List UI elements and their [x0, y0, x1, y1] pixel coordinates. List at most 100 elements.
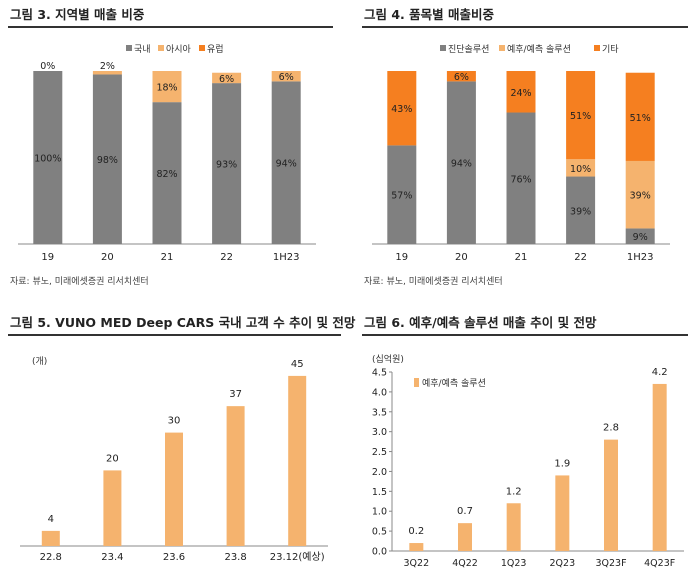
- data-label-0-4: 9%: [633, 232, 648, 243]
- legend-swatch-1: [158, 45, 164, 51]
- data-label-0: 4: [48, 514, 54, 525]
- bar-3: [555, 475, 570, 551]
- x-tick-5: 4Q23F: [644, 558, 675, 569]
- fig3-source: 자료: 뷰노, 미래에셋증권 리서치센터: [10, 277, 149, 287]
- legend-swatch-2: [199, 45, 205, 51]
- fig4-panel: 그림 4. 품목별 매출비중 진단솔루션 예후/예측 솔루션 기타 57% 43% 19 9…: [362, 4, 688, 294]
- bar-0-3: [212, 83, 242, 244]
- y-tick-1: 0.5: [372, 527, 387, 538]
- data-label-3: 37: [229, 389, 242, 400]
- x-tick-1: 4Q22: [452, 558, 478, 569]
- legend-label-0: 국내: [134, 44, 151, 55]
- x-tick-3: 22: [220, 252, 233, 263]
- bar-0-4: [625, 228, 655, 244]
- data-label-1: 0.7: [457, 506, 473, 517]
- data-label-4: 2.8: [603, 423, 619, 434]
- bar-1-4: [271, 71, 301, 82]
- x-tick-0: 22.8: [40, 552, 62, 563]
- fig6-chart: (십억원) 0.0 0.5 1.0 1.5 2.0 2.5 3.0 3.5 4.0 4.5 예후/예측…: [372, 353, 684, 569]
- data-label-2: 1.2: [506, 486, 522, 497]
- fig4-chart: 진단솔루션 예후/예측 솔루션 기타 57% 43% 19 94% 6% 20 76% 24% 21 3…: [372, 44, 670, 263]
- bar-0-0: [33, 71, 63, 244]
- bar-3: [226, 406, 245, 546]
- x-tick-4: 1H23: [627, 252, 654, 263]
- bar-1-3: [566, 159, 596, 177]
- bar-2: [506, 503, 521, 551]
- fig3-title: 그림 3. 지역별 매출 비중: [8, 4, 333, 28]
- y-tick-3: 1.5: [372, 487, 387, 498]
- bar-5: [652, 383, 667, 551]
- bar-0-2: [152, 102, 182, 244]
- y-tick-5: 2.5: [372, 447, 387, 458]
- bar-0-1: [92, 74, 122, 245]
- y-tick-4: 2.0: [372, 467, 387, 478]
- legend-swatch-1: [499, 45, 505, 51]
- data-label-2-3: 51%: [570, 111, 591, 122]
- data-label-0: 0.2: [408, 526, 424, 537]
- x-tick-1: 20: [101, 252, 114, 263]
- data-label-1-4: 6%: [279, 72, 294, 83]
- data-label-0-2: 82%: [156, 169, 177, 180]
- x-tick-0: 3Q22: [404, 558, 430, 569]
- x-tick-2: 1Q23: [501, 558, 527, 569]
- fig4-title: 그림 4. 품목별 매출비중: [362, 4, 688, 28]
- bar-1: [458, 523, 472, 551]
- x-tick-3: 2Q23: [550, 558, 576, 569]
- bar-0: [41, 530, 60, 546]
- data-label-2-1: 6%: [454, 72, 469, 83]
- bar-0-1: [446, 81, 476, 244]
- data-label-2: 30: [168, 416, 181, 427]
- x-tick-2: 21: [515, 252, 528, 263]
- fig6-title: 그림 6. 예후/예측 솔루션 매출 추이 및 전망: [362, 312, 688, 336]
- x-tick-0: 19: [395, 252, 408, 263]
- x-tick-4: 3Q23F: [595, 558, 626, 569]
- x-tick-0: 19: [41, 252, 54, 263]
- fig6-panel: 그림 6. 예후/예측 솔루션 매출 추이 및 전망 (십억원) 0.0 0.5 1.…: [362, 312, 688, 578]
- bar-1-2: [152, 71, 182, 103]
- data-label-0-1: 94%: [451, 159, 472, 170]
- data-label-1-3: 6%: [219, 74, 234, 85]
- bar-1-4: [625, 160, 655, 229]
- y-tick-2: 1.0: [372, 507, 387, 518]
- data-label-2-0: 43%: [391, 104, 412, 115]
- legend-swatch-0: [126, 45, 132, 51]
- bar-2-2: [506, 71, 536, 113]
- bar-0-2: [506, 112, 536, 245]
- bar-0-4: [271, 81, 301, 244]
- bar-2: [165, 432, 183, 546]
- bar-2-0: [387, 71, 417, 146]
- x-tick-2: 23.6: [163, 552, 185, 563]
- x-tick-2: 21: [161, 252, 174, 263]
- data-label-1-4: 39%: [630, 191, 651, 202]
- y-tick-9: 4.5: [372, 368, 387, 379]
- legend-label: 예후/예측 솔루션: [422, 378, 486, 389]
- bar-1-1: [92, 71, 122, 75]
- data-label-2-2: 24%: [510, 88, 531, 99]
- x-tick-3: 23.8: [224, 552, 246, 563]
- x-tick-3: 22: [574, 252, 587, 263]
- x-tick-4: 23.12(예상): [270, 551, 325, 563]
- legend-label-1: 아시아: [166, 44, 192, 55]
- bar-1-3: [212, 72, 242, 84]
- bar-1: [103, 470, 122, 546]
- data-label-0-0: 100%: [34, 154, 61, 165]
- fig5-chart: (개) 4 22.8 20 23.4 30 23.6 37 23.8 45 23.12(예상): [20, 356, 328, 563]
- bar-0: [409, 543, 424, 551]
- bar-4: [604, 439, 618, 551]
- data-label-0-4: 94%: [276, 159, 297, 170]
- legend-label-2: 기타: [602, 44, 619, 55]
- legend-swatch-0: [440, 45, 446, 51]
- data-label-1-2: 18%: [156, 83, 177, 94]
- x-tick-4: 1H23: [273, 252, 300, 263]
- data-label-0-1: 98%: [97, 155, 118, 166]
- data-label-0-3: 39%: [570, 206, 591, 217]
- unit-label: (십억원): [372, 353, 404, 365]
- data-label-3: 1.9: [554, 458, 570, 469]
- data-label-0-2: 76%: [510, 174, 531, 185]
- bar-2-1: [446, 71, 476, 82]
- unit-label: (개): [32, 356, 47, 367]
- data-label-4: 45: [291, 359, 304, 370]
- data-label-1-1: 2%: [100, 61, 115, 72]
- bar-0-3: [566, 176, 596, 244]
- x-tick-1: 23.4: [101, 552, 123, 563]
